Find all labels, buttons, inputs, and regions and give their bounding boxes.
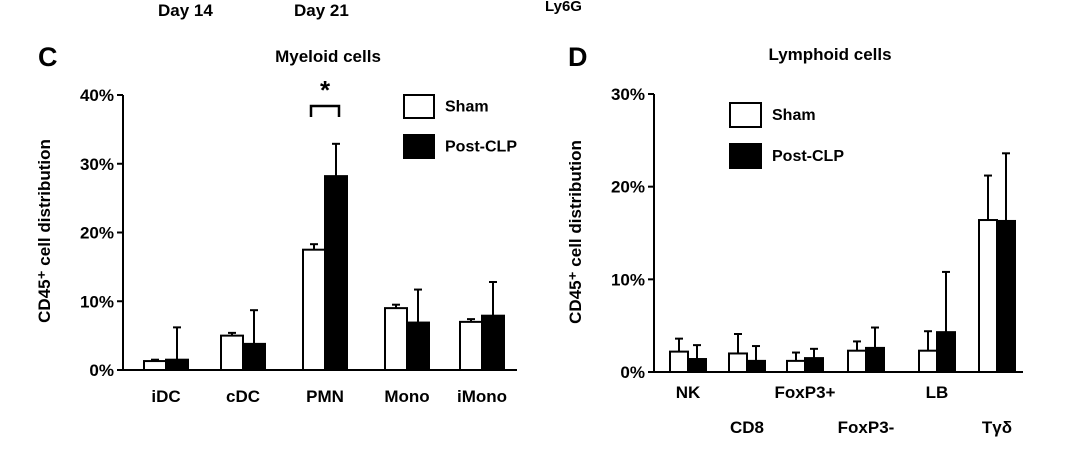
bar-sham-foxp3: [786, 359, 806, 374]
bar-sham-mono: [384, 307, 408, 371]
bar-post-clp-pmn: [324, 175, 348, 371]
panel-c-y-axis-label: CD45⁺ cell distribution: [35, 139, 54, 323]
y-tick-label-10: 10%: [80, 292, 114, 311]
x-tick-label-pmn: PMN: [306, 387, 344, 406]
y-tick-label-20: 20%: [611, 178, 645, 197]
bar-sham-nk: [669, 350, 689, 374]
legend-label-sham: Sham: [772, 107, 816, 124]
x-tick-label-cd8: CD8: [730, 418, 764, 437]
bar-sham-t: [978, 219, 998, 373]
y-tick-label-40: 40%: [80, 86, 114, 105]
x-tick-label-nk: NK: [676, 383, 701, 402]
top-label-ly6g: Ly6G: [545, 0, 582, 15]
y-tick-label-20: 20%: [80, 224, 114, 243]
y-tick-label-0: 0%: [620, 363, 645, 382]
bar-sham-foxp3: [847, 349, 867, 374]
significance-star: *: [320, 75, 331, 105]
panel-d-y-axis-label: CD45⁺ cell distribution: [566, 140, 585, 324]
panel-c-title: Myeloid cells: [275, 47, 381, 66]
bar-post-clp-lb: [936, 331, 956, 373]
panel-d-lymphoid-chart: D Lymphoid cells CD45⁺ cell distribution…: [566, 42, 1023, 437]
bar-sham-pmn: [302, 248, 326, 371]
top-label-day21: Day 21: [294, 1, 349, 20]
bar-post-clp-imono: [481, 314, 505, 371]
significance-bracket: [309, 104, 341, 117]
y-tick-label-30: 30%: [611, 85, 645, 104]
legend-swatch-post-clp: [403, 134, 435, 159]
x-tick-label-t: Tγδ: [982, 418, 1012, 437]
legend-label-sham: Sham: [445, 99, 489, 116]
legend-swatch-post-clp: [729, 143, 762, 169]
x-tick-label-mono: Mono: [384, 387, 429, 406]
x-tick-label-imono: iMono: [457, 387, 507, 406]
x-tick-label-foxp3: FoxP3+: [775, 383, 836, 402]
x-tick-label-cdc: cDC: [226, 387, 260, 406]
bar-sham-imono: [459, 320, 483, 371]
x-tick-label-lb: LB: [926, 383, 949, 402]
x-tick-label-idc: iDC: [151, 387, 180, 406]
legend-label-post-clp: Post-CLP: [772, 148, 844, 165]
bar-post-clp-cd8: [746, 359, 766, 374]
legend-swatch-sham: [403, 94, 435, 119]
bar-post-clp-idc: [165, 358, 189, 371]
x-tick-label-foxp3: FoxP3-: [838, 418, 895, 437]
bar-post-clp-mono: [406, 321, 430, 371]
bar-post-clp-t: [996, 219, 1016, 373]
legend-label-post-clp: Post-CLP: [445, 139, 517, 156]
bar-post-clp-nk: [687, 358, 707, 374]
panel-d-title: Lymphoid cells: [768, 45, 891, 64]
panel-c-myeloid-chart: C Myeloid cells CD45⁺ cell distribution …: [35, 42, 517, 406]
y-tick-label-30: 30%: [80, 155, 114, 174]
y-tick-label-10: 10%: [611, 270, 645, 289]
bar-post-clp-foxp3: [804, 357, 824, 374]
panel-c-letter: C: [38, 42, 58, 72]
legend-swatch-sham: [729, 102, 762, 128]
panel-d-letter: D: [568, 42, 588, 72]
bar-sham-cdc: [220, 334, 244, 371]
top-label-day14: Day 14: [158, 1, 213, 20]
bar-post-clp-foxp3: [865, 346, 885, 374]
bar-sham-lb: [918, 349, 938, 374]
bar-sham-cd8: [728, 352, 748, 374]
bar-sham-idc: [143, 360, 167, 371]
y-tick-label-0: 0%: [89, 361, 114, 380]
bar-post-clp-cdc: [242, 342, 266, 371]
